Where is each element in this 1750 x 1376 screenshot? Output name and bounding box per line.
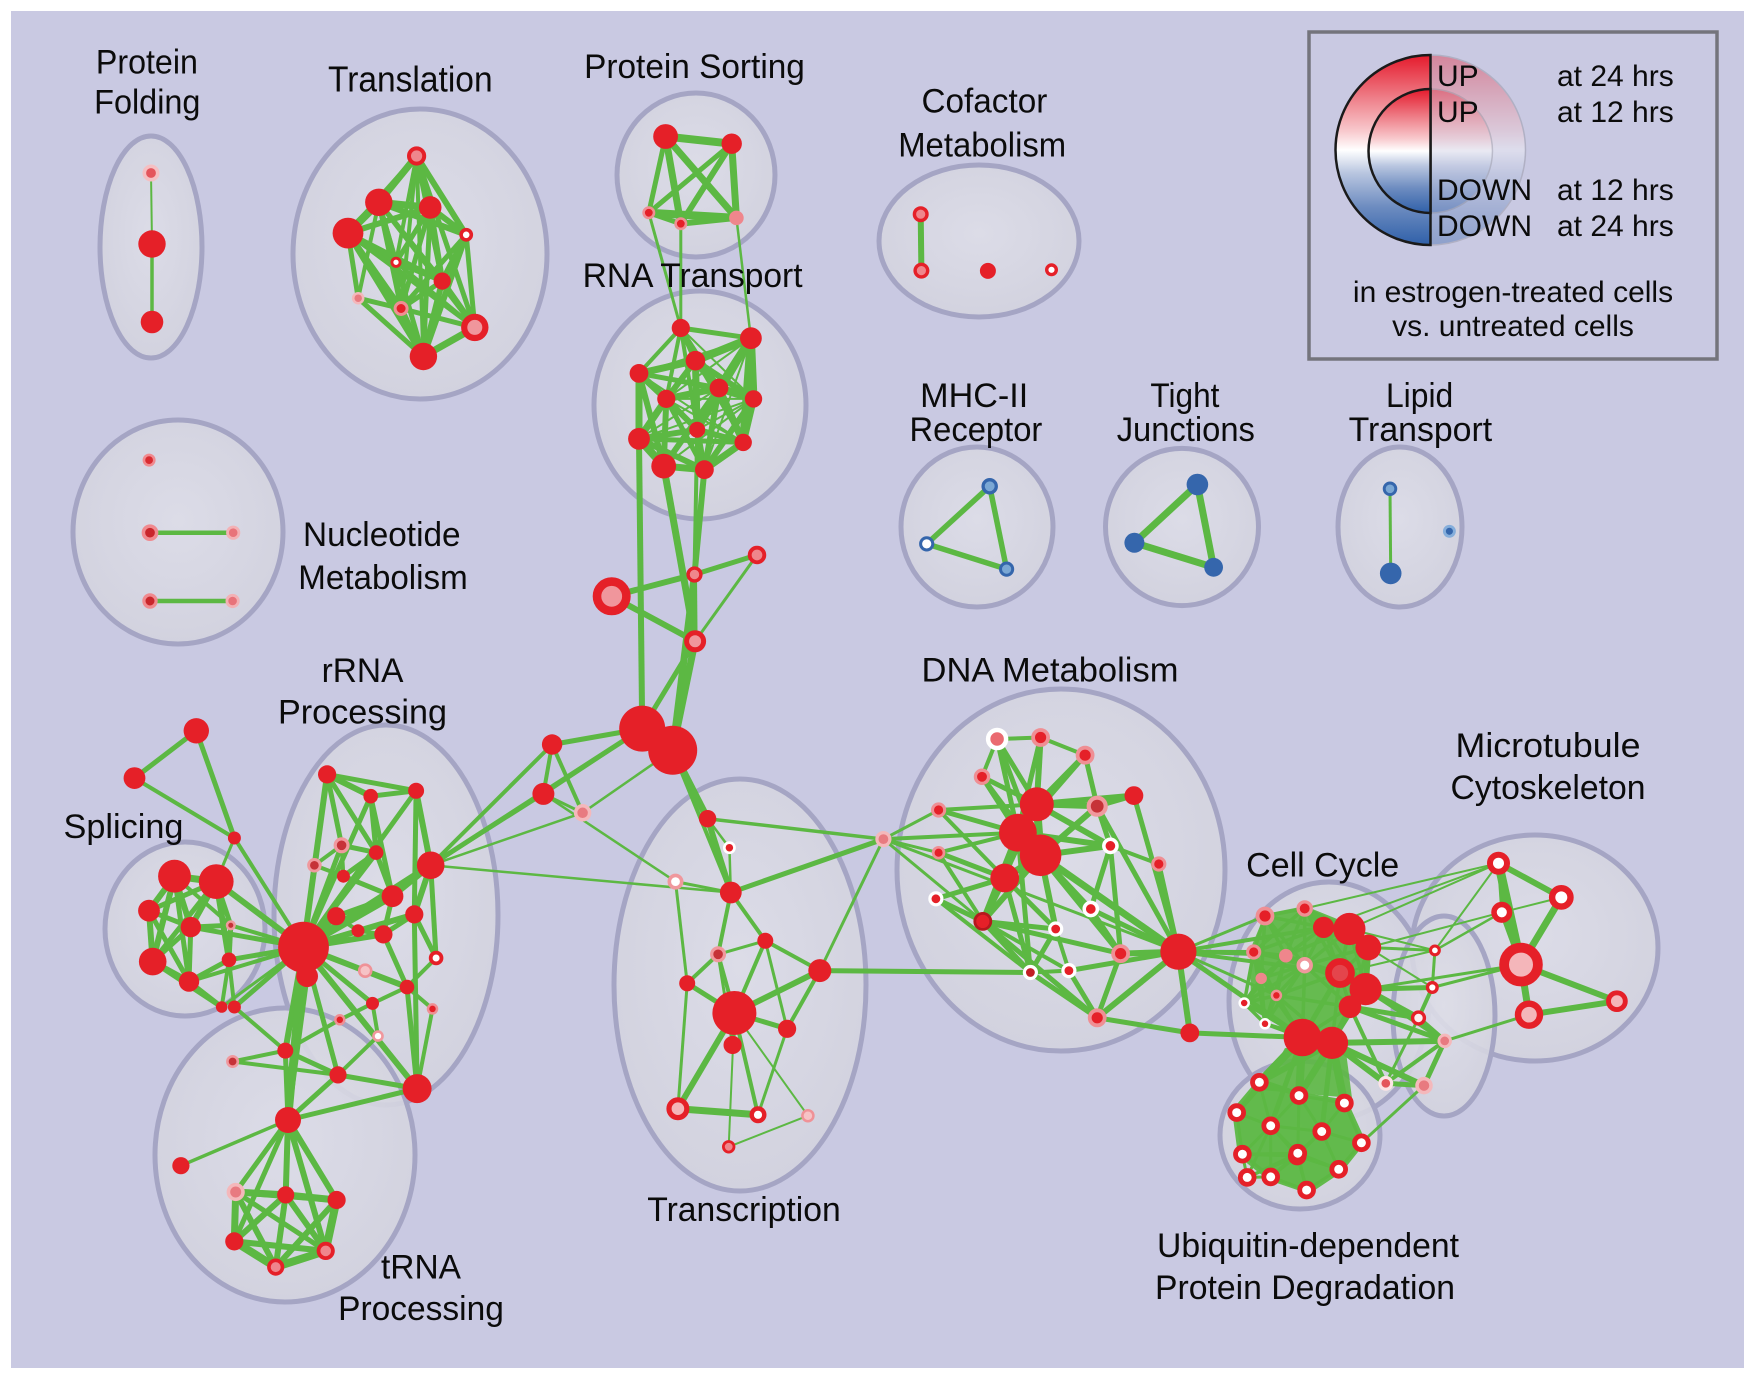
svg-text:at 24 hrs: at 24 hrs xyxy=(1557,210,1674,243)
svg-text:RNA Transport: RNA Transport xyxy=(583,257,803,295)
svg-text:Splicing: Splicing xyxy=(64,808,184,846)
svg-text:Metabolism: Metabolism xyxy=(298,559,467,597)
svg-text:Tight: Tight xyxy=(1150,377,1220,415)
svg-text:Cell Cycle: Cell Cycle xyxy=(1246,846,1399,884)
svg-text:at 12 hrs: at 12 hrs xyxy=(1557,174,1674,207)
svg-text:Processing: Processing xyxy=(278,694,447,732)
svg-text:tRNA: tRNA xyxy=(381,1249,461,1287)
svg-text:Lipid: Lipid xyxy=(1386,377,1453,415)
svg-text:Junctions: Junctions xyxy=(1117,411,1255,449)
svg-text:Cofactor: Cofactor xyxy=(922,83,1048,121)
svg-text:Translation: Translation xyxy=(328,59,493,100)
svg-text:Protein Sorting: Protein Sorting xyxy=(584,48,805,86)
svg-text:Nucleotide: Nucleotide xyxy=(303,516,461,554)
svg-text:Cytoskeleton: Cytoskeleton xyxy=(1451,769,1646,807)
svg-text:Folding: Folding xyxy=(94,84,200,122)
svg-text:at 12 hrs: at 12 hrs xyxy=(1557,96,1674,129)
svg-text:Ubiquitin-dependent: Ubiquitin-dependent xyxy=(1157,1227,1460,1265)
svg-text:DOWN: DOWN xyxy=(1437,210,1532,243)
svg-text:Microtubule: Microtubule xyxy=(1456,727,1641,765)
svg-text:Protein: Protein xyxy=(96,43,198,81)
svg-text:Transport: Transport xyxy=(1349,411,1493,449)
svg-text:UP: UP xyxy=(1437,96,1479,129)
svg-text:MHC-II: MHC-II xyxy=(920,377,1028,415)
svg-text:Transcription: Transcription xyxy=(647,1191,841,1229)
svg-text:Receptor: Receptor xyxy=(910,411,1043,449)
svg-text:vs. untreated cells: vs. untreated cells xyxy=(1392,310,1634,343)
svg-text:Processing: Processing xyxy=(338,1290,504,1328)
svg-text:DNA Metabolism: DNA Metabolism xyxy=(922,652,1179,690)
svg-text:in estrogen-treated cells: in estrogen-treated cells xyxy=(1353,276,1673,309)
svg-text:DOWN: DOWN xyxy=(1437,174,1532,207)
svg-text:UP: UP xyxy=(1437,60,1479,93)
svg-text:rRNA: rRNA xyxy=(322,652,404,690)
svg-text:Protein Degradation: Protein Degradation xyxy=(1155,1269,1455,1307)
svg-text:Metabolism: Metabolism xyxy=(898,127,1066,165)
svg-text:at 24 hrs: at 24 hrs xyxy=(1557,60,1674,93)
